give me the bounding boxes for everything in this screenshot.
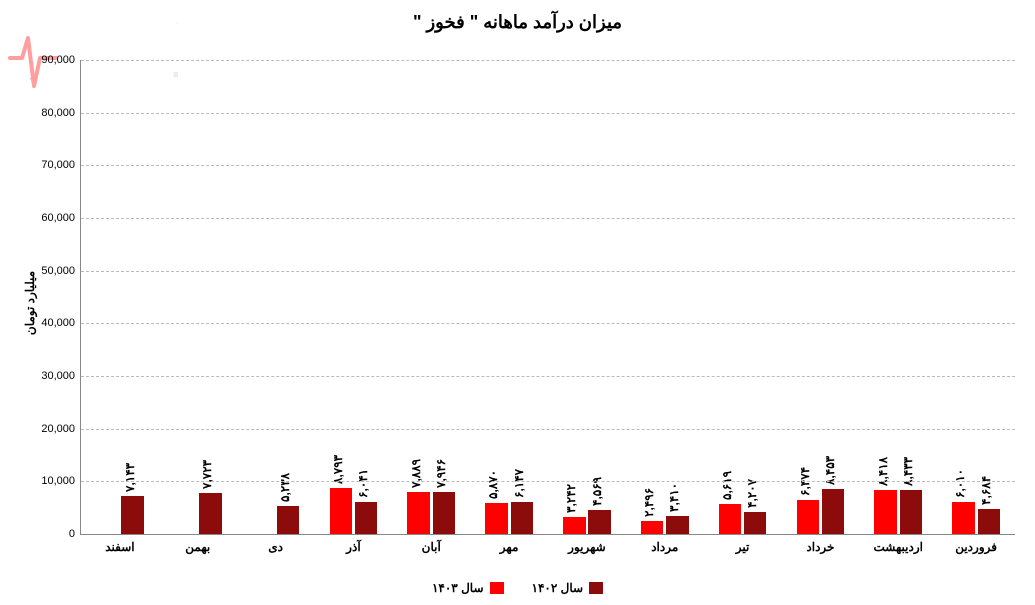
x-tick-label: آذر [346,534,360,554]
legend-item: سال ۱۴۰۳ [432,580,504,595]
bar-value-label: ۷,۸۸۹ [409,459,423,488]
gridline [81,60,1015,61]
x-tick-label: دی [268,534,283,554]
bar: ۸,۴۵۳ [822,489,844,534]
legend-item: سال ۱۴۰۲ [532,580,604,595]
bar-value-label: ۵,۲۳۸ [278,473,292,502]
bars-layer: ۴,۶۸۴۶,۰۱۰۸,۴۳۳۸,۴۱۸۸,۴۵۳۶,۴۷۴۴,۲۰۷۵,۶۱۹… [81,60,1015,534]
bar: ۶,۰۴۱ [355,502,377,534]
bar: ۸,۴۳۳ [900,490,922,534]
bar-value-label: ۶,۰۱۰ [954,469,968,498]
bar: ۴,۶۸۴ [978,509,1000,534]
bar-value-label: ۲,۴۹۶ [642,488,656,517]
bar-value-label: ۶,۱۴۷ [512,469,526,498]
bar: ۲,۴۹۶ [641,521,663,534]
gridline [81,113,1015,114]
y-tick-label: 10,000 [23,475,75,487]
gridline [81,218,1015,219]
y-tick-label: 40,000 [23,317,75,329]
bar: ۳,۴۱۰ [666,516,688,534]
bar: ۵,۲۳۸ [277,506,299,534]
x-tick-label: فروردین [955,534,997,554]
bar: ۴,۲۰۷ [744,512,766,534]
bar: ۴,۵۶۹ [588,510,610,534]
gridline [81,429,1015,430]
gridline [81,323,1015,324]
bar: ۷,۷۲۳ [199,493,221,534]
legend-swatch [490,582,504,594]
x-tick-label: مهر [500,534,519,554]
bar: ۳,۲۴۲ [563,517,585,534]
gridline [81,481,1015,482]
x-tick-label: اردیبهشت [874,534,923,554]
bar: ۷,۸۸۹ [407,492,429,534]
bar-value-label: ۴,۲۰۷ [745,479,759,508]
bar-value-label: ۷,۷۲۳ [201,460,215,489]
bar-value-label: ۷,۹۴۶ [434,459,448,488]
bar: ۶,۴۷۴ [797,500,819,534]
y-tick-label: 70,000 [23,159,75,171]
bar: ۸,۴۱۸ [874,490,896,534]
gridline [81,165,1015,166]
x-tick-label: مرداد [651,534,678,554]
bar-value-label: ۳,۴۱۰ [668,483,682,512]
legend-label: سال ۱۴۰۳ [432,581,484,595]
bar: ۸,۷۹۳ [330,488,352,534]
x-tick-label: شهریور [568,534,606,554]
legend-label: سال ۱۴۰۲ [532,581,584,595]
bar-value-label: ۷,۱۴۳ [123,463,137,492]
gridline [81,376,1015,377]
bar-value-label: ۵,۸۷۰ [487,470,501,499]
chart-container: میزان درآمد ماهانه " فخوز " میلیارد توما… [0,0,1035,605]
y-tick-label: 50,000 [23,265,75,277]
y-tick-label: 90,000 [23,54,75,66]
x-tick-label: آبان [422,534,441,554]
y-tick-label: 20,000 [23,423,75,435]
chart-title: میزان درآمد ماهانه " فخوز " [0,0,1035,33]
y-tick-label: 60,000 [23,212,75,224]
x-tick-label: بهمن [185,534,210,554]
bar-value-label: ۳,۲۴۲ [565,484,579,513]
bar: ۷,۱۴۳ [121,496,143,534]
y-tick-label: 0 [23,528,75,540]
bar: ۵,۶۱۹ [719,504,741,534]
legend: سال ۱۴۰۲ سال ۱۴۰۳ [0,580,1035,595]
bar-value-label: ۸,۷۹۳ [331,455,345,484]
x-tick-label: تیر [736,534,750,554]
bar: ۶,۰۱۰ [952,502,974,534]
y-tick-label: 80,000 [23,107,75,119]
bar-value-label: ۶,۰۴۱ [356,469,370,498]
bar: ۵,۸۷۰ [485,503,507,534]
x-tick-label: اسفند [105,534,134,554]
bar-value-label: ۵,۶۱۹ [720,471,734,500]
legend-swatch [589,582,603,594]
plot-area: ۴,۶۸۴۶,۰۱۰۸,۴۳۳۸,۴۱۸۸,۴۵۳۶,۴۷۴۴,۲۰۷۵,۶۱۹… [80,60,1015,535]
bar: ۶,۱۴۷ [511,502,533,534]
gridline [81,271,1015,272]
x-tick-label: خرداد [806,534,834,554]
bar: ۷,۹۴۶ [433,492,455,534]
y-tick-label: 30,000 [23,370,75,382]
